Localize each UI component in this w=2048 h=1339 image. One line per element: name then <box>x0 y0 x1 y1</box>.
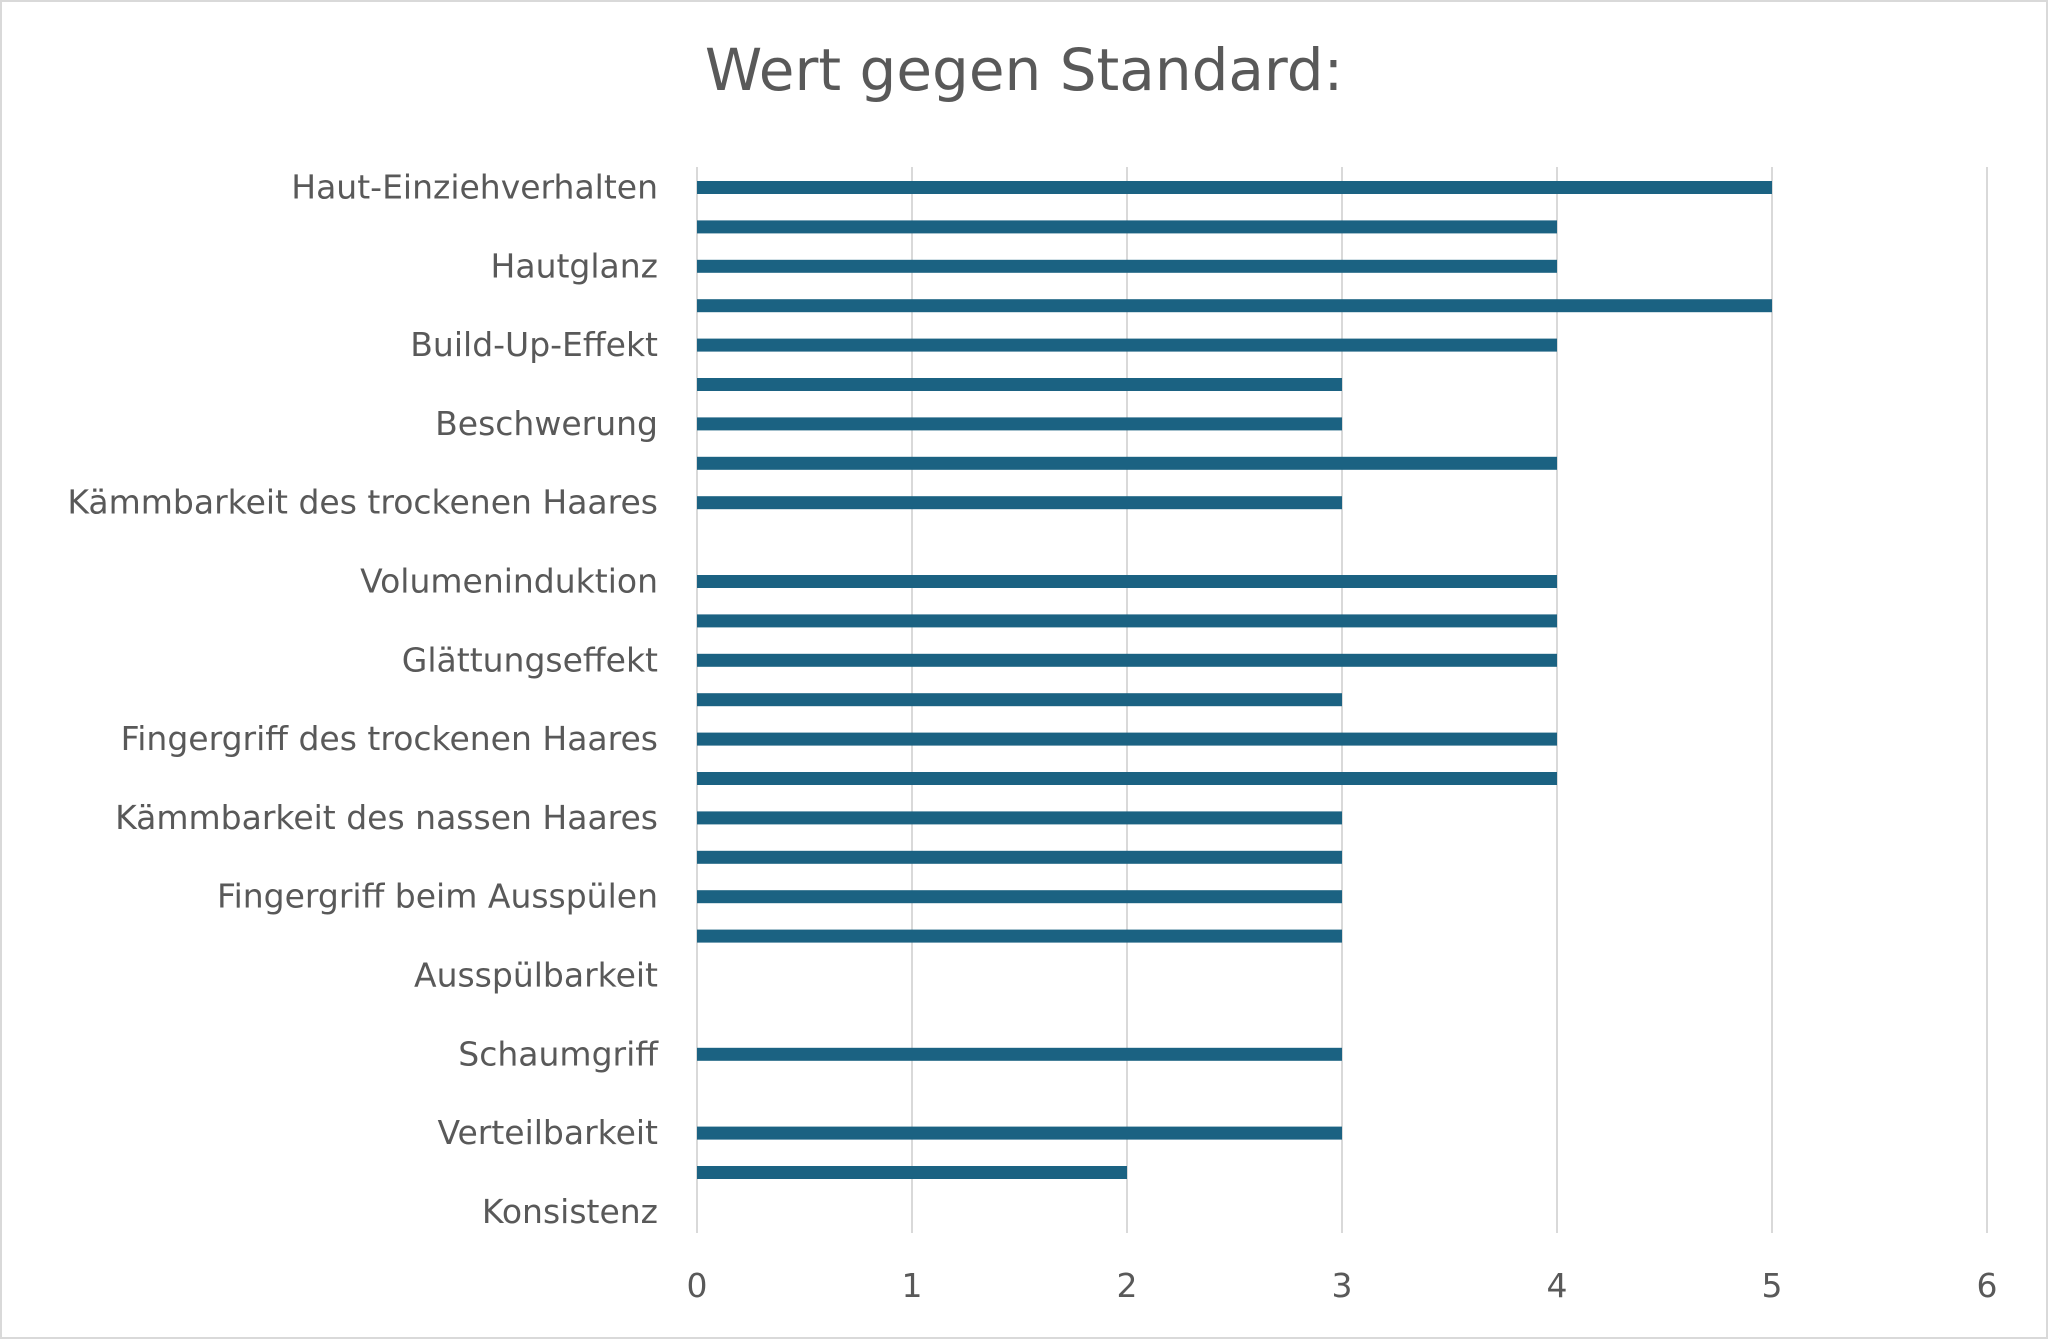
category-label-6: Glättungseffekt <box>402 640 658 679</box>
category-labels: Haut-Einziehverhalten Hautglanz Build-Up-E… <box>67 168 659 1231</box>
bar-17 <box>697 850 1342 864</box>
category-label-11: Schaumgriff <box>458 1034 659 1073</box>
category-label-1: Hautglanz <box>491 246 658 285</box>
x-tick-labels: 0 1 2 3 4 5 6 <box>687 1266 1998 1305</box>
bar-4 <box>697 338 1557 352</box>
category-label-9: Fingergriff beim Ausspülen <box>217 877 658 916</box>
bar-19 <box>697 929 1342 943</box>
bar-15 <box>697 772 1557 785</box>
category-label-4: Kämmbarkeit des trockenen Haares <box>67 483 658 522</box>
category-label-13: Konsistenz <box>482 1192 658 1231</box>
bar-16 <box>697 811 1342 825</box>
bar-1 <box>697 220 1557 234</box>
x-tick-label-5: 5 <box>1762 1266 1783 1305</box>
bar-14 <box>697 732 1557 746</box>
category-label-5: Volumeninduktion <box>360 562 658 601</box>
bar-25 <box>697 1166 1127 1179</box>
bar-10 <box>697 575 1557 588</box>
x-tick-label-0: 0 <box>687 1266 708 1305</box>
x-tick-label-6: 6 <box>1977 1266 1998 1305</box>
category-label-3: Beschwerung <box>435 404 658 443</box>
bar-11 <box>697 614 1557 628</box>
bars <box>697 181 1772 1179</box>
bar-24 <box>697 1126 1342 1140</box>
bar-12 <box>697 653 1557 667</box>
category-label-8: Kämmbarkeit des nassen Haares <box>115 798 658 837</box>
category-label-12: Verteilbarkeit <box>437 1113 658 1152</box>
category-label-2: Build-Up-Effekt <box>410 325 658 364</box>
bar-22 <box>697 1047 1342 1061</box>
category-label-10: Ausspülbarkeit <box>414 956 658 995</box>
bar-7 <box>697 456 1557 470</box>
bar-5 <box>697 378 1342 391</box>
category-label-7: Fingergriff des trockenen Haares <box>121 719 658 758</box>
x-tick-label-3: 3 <box>1332 1266 1353 1305</box>
x-tick-label-4: 4 <box>1547 1266 1568 1305</box>
x-tick-label-2: 2 <box>1117 1266 1138 1305</box>
category-label-0: Haut-Einziehverhalten <box>291 168 658 207</box>
bar-6 <box>697 417 1342 431</box>
bar-2 <box>697 259 1557 273</box>
bar-8 <box>697 496 1342 510</box>
bar-0 <box>697 181 1772 194</box>
bar-3 <box>697 299 1772 313</box>
x-tick-label-1: 1 <box>902 1266 923 1305</box>
bar-18 <box>697 890 1342 904</box>
bar-13 <box>697 693 1342 707</box>
chart-title: Wert gegen Standard: <box>704 36 1344 104</box>
